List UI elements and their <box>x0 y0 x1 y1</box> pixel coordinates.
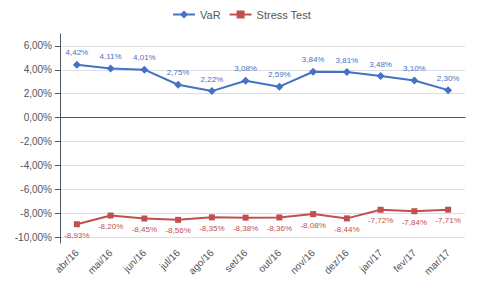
svg-text:mai/16: mai/16 <box>86 247 115 276</box>
svg-text:-8,36%: -8,36% <box>267 224 292 233</box>
svg-text:3,10%: 3,10% <box>403 64 426 73</box>
svg-text:-8,20%: -8,20% <box>98 222 123 231</box>
svg-text:4,11%: 4,11% <box>100 52 122 61</box>
svg-text:jan/17: jan/17 <box>357 247 385 275</box>
svg-text:fev/17: fev/17 <box>391 247 418 274</box>
svg-text:-8,35%: -8,35% <box>199 224 224 233</box>
svg-text:abr/16: abr/16 <box>53 247 81 275</box>
svg-text:3,84%: 3,84% <box>302 55 325 64</box>
svg-text:2,75%: 2,75% <box>167 68 190 77</box>
svg-text:-8,56%: -8,56% <box>165 226 190 235</box>
svg-text:3,08%: 3,08% <box>234 64 257 73</box>
svg-text:mar/17: mar/17 <box>422 247 452 277</box>
svg-text:-8,08%: -8,08% <box>300 221 325 230</box>
svg-text:2,59%: 2,59% <box>268 70 291 79</box>
svg-text:set/16: set/16 <box>223 247 250 274</box>
svg-text:2,22%: 2,22% <box>201 75 224 84</box>
svg-text:ago/16: ago/16 <box>186 247 216 277</box>
svg-text:-10,00%: -10,00% <box>15 232 52 243</box>
svg-text:3,48%: 3,48% <box>369 60 392 69</box>
svg-text:-7,71%: -7,71% <box>435 216 460 225</box>
svg-text:-6,00%: -6,00% <box>20 184 52 195</box>
svg-text:-4,00%: -4,00% <box>20 160 52 171</box>
svg-text:-2,00%: -2,00% <box>20 136 52 147</box>
svg-text:2,00%: 2,00% <box>24 88 52 99</box>
svg-text:out/16: out/16 <box>256 247 284 275</box>
svg-text:-8,38%: -8,38% <box>233 224 258 233</box>
svg-text:-7,72%: -7,72% <box>368 216 393 225</box>
svg-text:4,01%: 4,01% <box>133 53 156 62</box>
svg-text:nov/16: nov/16 <box>288 247 317 276</box>
svg-text:-7,84%: -7,84% <box>402 218 427 227</box>
svg-text:-8,44%: -8,44% <box>334 225 359 234</box>
svg-text:VaR: VaR <box>200 9 221 21</box>
svg-text:Stress Test: Stress Test <box>257 9 311 21</box>
svg-text:-8,93%: -8,93% <box>64 231 89 240</box>
svg-text:jul/16: jul/16 <box>157 247 183 273</box>
svg-text:6,00%: 6,00% <box>24 40 52 51</box>
svg-text:-8,00%: -8,00% <box>20 208 52 219</box>
svg-text:4,42%: 4,42% <box>66 48 89 57</box>
svg-text:3,81%: 3,81% <box>336 56 359 65</box>
svg-text:2,30%: 2,30% <box>437 74 460 83</box>
svg-text:4,00%: 4,00% <box>24 64 52 75</box>
svg-text:dez/16: dez/16 <box>322 247 351 276</box>
svg-text:0,00%: 0,00% <box>24 112 52 123</box>
svg-text:jun/16: jun/16 <box>121 247 149 275</box>
svg-text:-8,45%: -8,45% <box>132 225 157 234</box>
